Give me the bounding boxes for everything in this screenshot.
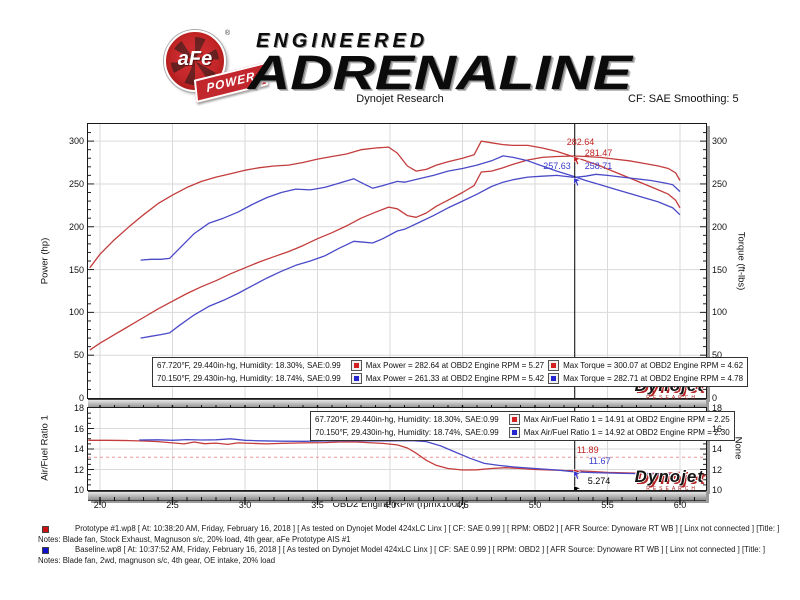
y-tick-label: 10 bbox=[73, 485, 84, 495]
registered-mark: ® bbox=[224, 30, 230, 37]
cursor-annotation: 11.89 bbox=[576, 444, 599, 455]
y-tick-label: 150 bbox=[68, 264, 84, 275]
x-tick-label: 3.0 bbox=[238, 500, 252, 510]
x-tick-label: 2.0 bbox=[93, 500, 107, 510]
cursor-marker-icon bbox=[573, 470, 582, 480]
y-tick-label: 12 bbox=[712, 464, 723, 475]
run-file-header: Prototype #1.wp8 [ At: 10:38:20 AM, Frid… bbox=[75, 524, 780, 533]
series-Prototype #1 - Power (hp) bbox=[89, 155, 681, 351]
y-tick-label: 18 bbox=[73, 403, 84, 413]
legend-swatch-icon bbox=[350, 360, 362, 371]
smoothing-info: CF: SAE Smoothing: 5 bbox=[628, 93, 739, 105]
y-tick-label: 200 bbox=[712, 221, 728, 232]
dynojet-watermark-sub: RESEARCH bbox=[646, 486, 698, 492]
x-tick-strip-afr bbox=[88, 491, 706, 505]
main-chart-panel bbox=[87, 123, 707, 399]
y-tick-label: 200 bbox=[68, 221, 84, 232]
afr-axis-label: Air/Fuel Ratio 1 bbox=[39, 415, 51, 481]
rpm-axis-title: OBD2 Engine RPM (rpmx1000) bbox=[332, 499, 466, 510]
legend-max-value: Max Air/Fuel Ratio 1 = 14.91 at OBD2 Eng… bbox=[523, 415, 730, 424]
cursor-annotation: 282.64 bbox=[566, 136, 595, 147]
cursor-annotation: 257.63 bbox=[543, 161, 571, 172]
cursor-annotation: 5.274 bbox=[587, 475, 611, 486]
cursor-marker-icon bbox=[573, 156, 582, 166]
x-tick-label: 5.5 bbox=[601, 500, 614, 510]
y-tick-label: 18 bbox=[712, 403, 723, 413]
cursor-annotation: 258.71 bbox=[584, 161, 613, 172]
cursor-annotation: 281.47 bbox=[584, 147, 613, 158]
y-tick-label: 0 bbox=[712, 393, 718, 403]
cursor-marker-icon bbox=[573, 485, 582, 490]
legend-max-value: Max Power = 261.33 at OBD2 Engine RPM = … bbox=[365, 374, 545, 383]
y-tick-label: 300 bbox=[68, 136, 84, 147]
y-tick-label: 100 bbox=[68, 307, 84, 318]
y-tick-label: 250 bbox=[68, 178, 84, 189]
legend-row: 70.150°F, 29.430in-hg, Humidity: 18.74%,… bbox=[315, 426, 730, 439]
afe-power-badge-icon: aFe ® bbox=[164, 30, 230, 92]
series-Baseline - Power (hp) bbox=[140, 173, 681, 339]
x-tick-label: 4.5 bbox=[456, 500, 469, 510]
y-tick-label: 100 bbox=[712, 307, 728, 318]
legend-env-conditions: 70.150°F, 29.430in-hg, Humidity: 18.74%,… bbox=[157, 374, 341, 383]
dynojet-watermark-text: Dynojet bbox=[634, 467, 704, 486]
y-tick-label: 150 bbox=[712, 264, 728, 275]
series-Prototype #1 - Torque (ft-lbs) bbox=[89, 140, 681, 269]
y-tick-label: 14 bbox=[73, 444, 84, 454]
y-tick-label: 14 bbox=[712, 444, 723, 454]
y-tick-label: 16 bbox=[73, 423, 84, 434]
x-tick-label: 2.5 bbox=[166, 500, 179, 510]
dynojet-watermark-afr: Dynojet RESEARCH bbox=[592, 468, 704, 492]
header-logo: aFe ® POWER ENGINEERED ADRENALINE bbox=[160, 24, 640, 104]
power-axis-label: Power (hp) bbox=[39, 237, 51, 285]
legend-swatch-icon bbox=[508, 414, 520, 425]
legend-max-value: Max Air/Fuel Ratio 1 = 14.92 at OBD2 Eng… bbox=[523, 428, 730, 437]
y-tick-label: 12 bbox=[73, 464, 84, 475]
y-tick-label: 300 bbox=[712, 136, 728, 147]
y-tick-label: 50 bbox=[73, 350, 84, 361]
y-tick-label: 16 bbox=[712, 423, 723, 434]
legend-row: 70.150°F, 29.430in-hg, Humidity: 18.74%,… bbox=[157, 372, 743, 385]
x-tick-label: 6.0 bbox=[673, 500, 687, 510]
run-color-bullet bbox=[42, 526, 49, 533]
y-tick-label: 250 bbox=[712, 178, 728, 189]
brand-adrenaline: ADRENALINE bbox=[248, 47, 632, 100]
torque-axis-label: Torque (ft-lbs) bbox=[735, 231, 747, 291]
run-file-header: Baseline.wp8 [ At: 10:37:52 AM, Friday, … bbox=[75, 545, 766, 554]
legend-max-value: Max Torque = 300.07 at OBD2 Engine RPM =… bbox=[563, 361, 744, 370]
badge-text: aFe bbox=[177, 48, 213, 70]
y-tick-label: 0 bbox=[78, 393, 84, 403]
legend-env-conditions: 67.720°F, 29.440in-hg, Humidity: 18.30%,… bbox=[157, 361, 341, 370]
legend-max-value: Max Torque = 282.71 at OBD2 Engine RPM =… bbox=[563, 374, 744, 383]
y-tick-label: 50 bbox=[712, 350, 723, 361]
brand-engineered: ENGINEERED bbox=[256, 30, 429, 52]
series-Baseline - Air/Fuel Ratio 1 bbox=[139, 438, 681, 476]
legend-swatch-icon bbox=[508, 427, 520, 438]
x-tick-label: 3.5 bbox=[311, 500, 324, 510]
x-tick-label: 4.0 bbox=[383, 500, 397, 510]
legend-max-value: Max Power = 282.64 at OBD2 Engine RPM = … bbox=[365, 361, 545, 370]
legend-swatch-icon bbox=[548, 360, 560, 371]
legend-env-conditions: 70.150°F, 29.430in-hg, Humidity: 18.74%,… bbox=[315, 428, 499, 437]
y-tick-label: 10 bbox=[712, 485, 723, 495]
legend-row: 67.720°F, 29.440in-hg, Humidity: 18.30%,… bbox=[157, 359, 743, 372]
legend-env-conditions: 67.720°F, 29.440in-hg, Humidity: 18.30%,… bbox=[315, 415, 499, 424]
cursor-annotation: 11.67 bbox=[588, 455, 611, 466]
x-tick-label: 5.0 bbox=[528, 500, 542, 510]
run-notes-line: Notes: Blade fan, Stock Exhaust, Magnuso… bbox=[38, 535, 351, 544]
series-Baseline - Torque (ft-lbs) bbox=[140, 155, 681, 261]
main-chart-legend: 67.720°F, 29.440in-hg, Humidity: 18.30%,… bbox=[152, 357, 749, 387]
dynojet-watermark-sub: RESEARCH bbox=[646, 395, 698, 401]
main-chart-plot bbox=[88, 124, 706, 398]
afr-chart-legend: 67.720°F, 29.440in-hg, Humidity: 18.30%,… bbox=[310, 411, 735, 441]
afr-chart-plot bbox=[88, 408, 706, 490]
legend-swatch-icon bbox=[548, 373, 560, 384]
cursor-marker-icon bbox=[573, 177, 582, 187]
run-notes-line: Notes: Blade fan, 2wd, magnuson s/c, 4th… bbox=[38, 556, 276, 565]
run-color-bullet bbox=[42, 547, 49, 554]
legend-row: 67.720°F, 29.440in-hg, Humidity: 18.30%,… bbox=[315, 413, 730, 426]
dynojet-research-title: Dynojet Research bbox=[356, 93, 444, 105]
legend-swatch-icon bbox=[350, 373, 362, 384]
